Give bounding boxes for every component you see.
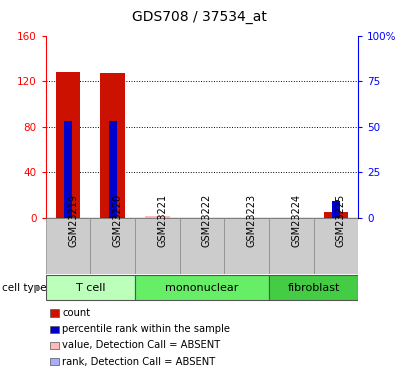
Text: GDS708 / 37534_at: GDS708 / 37534_at: [132, 10, 266, 24]
Bar: [109, 121, 117, 218]
Text: mononuclear: mononuclear: [165, 283, 239, 293]
Text: count: count: [62, 308, 91, 318]
Text: T cell: T cell: [76, 283, 105, 293]
Text: GSM23221: GSM23221: [157, 194, 167, 247]
Text: GSM23220: GSM23220: [113, 194, 123, 247]
Text: cell type: cell type: [2, 283, 47, 293]
Text: GSM23225: GSM23225: [336, 194, 346, 247]
Bar: [135, 275, 269, 300]
Bar: [56, 72, 80, 217]
Bar: [314, 217, 358, 274]
Bar: [332, 201, 340, 217]
Bar: [46, 275, 135, 300]
Bar: [135, 217, 179, 274]
Bar: [224, 217, 269, 274]
Bar: [46, 217, 90, 274]
Text: fibroblast: fibroblast: [287, 283, 340, 293]
Bar: [179, 217, 224, 274]
Text: GSM23223: GSM23223: [247, 194, 257, 247]
Text: ▶: ▶: [34, 283, 42, 293]
Bar: [269, 275, 358, 300]
Text: GSM23224: GSM23224: [291, 194, 301, 247]
Bar: [269, 217, 314, 274]
Bar: [324, 212, 348, 217]
Bar: [145, 216, 170, 217]
Text: rank, Detection Call = ABSENT: rank, Detection Call = ABSENT: [62, 357, 216, 366]
Bar: [100, 73, 125, 217]
Text: percentile rank within the sample: percentile rank within the sample: [62, 324, 230, 334]
Text: GSM23219: GSM23219: [68, 194, 78, 247]
Bar: [90, 217, 135, 274]
Bar: [64, 121, 72, 218]
Text: value, Detection Call = ABSENT: value, Detection Call = ABSENT: [62, 340, 221, 350]
Text: GSM23222: GSM23222: [202, 194, 212, 247]
